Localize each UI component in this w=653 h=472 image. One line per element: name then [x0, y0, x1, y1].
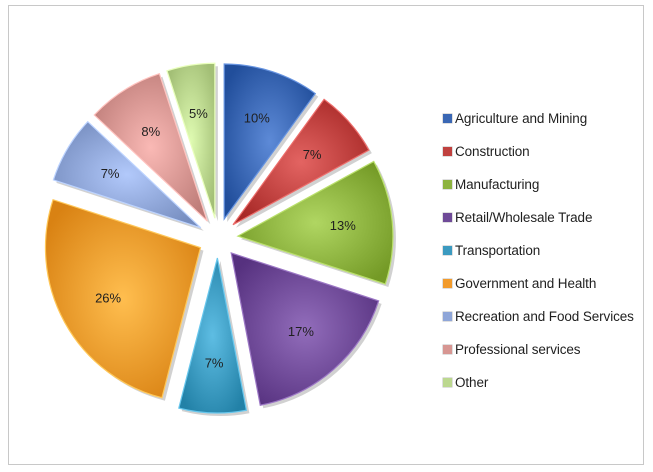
- legend-item: Retail/Wholesale Trade: [443, 201, 648, 234]
- legend-label: Government and Health: [455, 276, 597, 291]
- legend-item: Transportation: [443, 234, 648, 267]
- data-label: 13%: [330, 218, 356, 233]
- legend-item: Agriculture and Mining: [443, 102, 648, 135]
- pie-slice-construction: [232, 98, 370, 226]
- pie-slice-manufacturing: [236, 160, 394, 285]
- legend-item: Construction: [443, 135, 648, 168]
- legend-swatch: [443, 114, 452, 123]
- legend-label: Transportation: [455, 243, 541, 258]
- pie-slice-agriculture-and-mining: [223, 63, 317, 221]
- legend-label: Agriculture and Mining: [455, 111, 588, 126]
- pie-slice-government-and-health: [44, 198, 202, 399]
- chart-legend: Agriculture and Mining Construction Manufa…: [443, 102, 648, 399]
- data-label: 7%: [205, 355, 224, 370]
- legend-swatch: [443, 147, 452, 156]
- legend-swatch: [443, 279, 452, 288]
- legend-item: Professional services: [443, 333, 648, 366]
- data-label: 5%: [189, 106, 208, 121]
- data-label: 7%: [303, 147, 322, 162]
- legend-label: Retail/Wholesale Trade: [455, 210, 593, 225]
- data-label: 8%: [141, 124, 160, 139]
- legend-swatch: [443, 378, 452, 387]
- legend-swatch: [443, 345, 452, 354]
- pie-slice-retail-wholesale-trade: [230, 252, 380, 406]
- legend-item: Manufacturing: [443, 168, 648, 201]
- legend-label: Other: [455, 375, 489, 390]
- legend-swatch: [443, 213, 452, 222]
- pie-data-labels: 10% 7% 13% 17% 7% 26% 7% 8% 5%: [95, 106, 356, 370]
- data-label: 26%: [95, 290, 121, 305]
- pie-slice-transportation: [178, 257, 248, 414]
- pie-slice-other: [166, 62, 216, 219]
- data-label: 7%: [101, 166, 120, 181]
- data-label: 10%: [244, 111, 270, 126]
- pie-slice-professional-services: [93, 72, 208, 222]
- legend-item: Other: [443, 366, 648, 399]
- legend-swatch: [443, 246, 452, 255]
- legend-item: Government and Health: [443, 267, 648, 300]
- pie-slices: [44, 62, 396, 416]
- legend-label: Recreation and Food Services: [455, 309, 634, 324]
- data-label: 17%: [288, 324, 314, 339]
- legend-label: Construction: [455, 144, 530, 159]
- legend-item: Recreation and Food Services: [443, 300, 648, 333]
- legend-swatch: [443, 312, 452, 321]
- legend-label: Professional services: [455, 342, 581, 357]
- legend-label: Manufacturing: [455, 177, 540, 192]
- pie-slice-recreation-and-food-services: [52, 120, 202, 229]
- legend-swatch: [443, 180, 452, 189]
